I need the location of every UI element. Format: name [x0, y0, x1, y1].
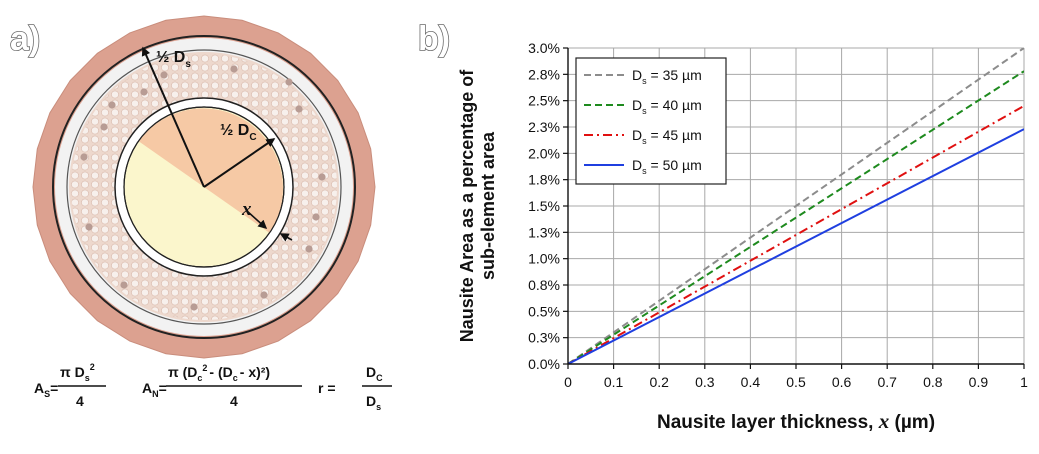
legend-box	[575, 57, 727, 185]
core-half	[138, 108, 284, 233]
thickness-arrow-2	[279, 233, 293, 242]
x-tick-label-4: 0.4	[741, 374, 761, 390]
y-tick-label-1: 0.3%	[528, 330, 560, 346]
x-tick-label-2: 0.2	[649, 374, 669, 390]
x-tick-label-5: 0.5	[786, 374, 806, 390]
dark-filament-2	[230, 65, 238, 73]
legend-label-0: Ds = 35 µm	[632, 67, 702, 86]
x-tick-label-7: 0.7	[877, 374, 897, 390]
sheath-inner-ring	[66, 49, 342, 325]
y-tick-label-4: 1.0%	[528, 251, 560, 267]
formula-as: AS= π Ds2 4	[34, 362, 106, 409]
series-line-1	[568, 70, 1024, 364]
core-outline	[123, 106, 285, 268]
formula-r: r = DC Ds	[318, 364, 392, 412]
x-tick-label-1: 0.1	[604, 374, 624, 390]
panel-b: b) 0 0.1 0.2 0.3 0.4 0.5 0.6 0.7 0.8 0.9 1 0.0% 0.3…	[417, 19, 1028, 433]
y-tick-label-8: 2.0%	[528, 145, 560, 161]
svg-text:DC: DC	[366, 364, 383, 383]
series-lines	[568, 48, 1024, 364]
x-tick-labels: 0 0.1 0.2 0.3 0.4 0.5 0.6 0.7 0.8 0.9 1	[564, 364, 1028, 390]
x-tick-label-8: 0.8	[923, 374, 943, 390]
radius-label-s: ½ Ds	[156, 49, 191, 70]
y-axis-title-line2: sub-element area	[478, 131, 498, 280]
svg-text:4: 4	[230, 393, 238, 409]
radius-label-c: ½ DC	[220, 122, 257, 143]
series-line-3	[568, 128, 1024, 364]
svg-text:π Ds2: π Ds2	[60, 362, 95, 383]
y-tick-label-11: 2.8%	[528, 66, 560, 82]
dark-filament-3	[295, 105, 303, 113]
dark-filament-0	[108, 101, 116, 109]
cross-section: ½ Ds ½ DC x	[32, 15, 376, 359]
radius-arrow-s	[141, 46, 205, 188]
thickness-label: x	[241, 199, 252, 220]
dark-filament-6	[260, 291, 268, 299]
dark-filament-14	[312, 213, 320, 221]
outer-barrier-ring	[52, 35, 356, 339]
thickness-arrow-1	[246, 210, 268, 230]
x-tick-label-3: 0.3	[695, 374, 715, 390]
y-tick-label-2: 0.5%	[528, 303, 560, 319]
panel-b-label: b)	[418, 20, 450, 58]
y-tick-label-3: 0.8%	[528, 277, 560, 293]
dark-filament-1	[160, 71, 168, 79]
y-axis-title-line1: Nausite Area as a percentage of	[457, 69, 477, 342]
formula-an: AN= π (Dc2- (Dc - x)²) 4	[142, 363, 302, 409]
y-tick-label-10: 2.5%	[528, 93, 560, 109]
dark-filament-9	[85, 223, 93, 231]
radius-arrow-c	[203, 138, 276, 188]
y-tick-label-5: 1.3%	[528, 224, 560, 240]
dark-filament-7	[190, 303, 198, 311]
x-tick-label-6: 0.6	[832, 374, 852, 390]
y-tick-label-9: 2.3%	[528, 119, 560, 135]
x-tick-label-10: 1	[1020, 374, 1028, 390]
y-tick-label-6: 1.5%	[528, 198, 560, 214]
legend-label-2: Ds = 45 µm	[632, 127, 702, 146]
x-tick-label-0: 0	[564, 374, 572, 390]
x-tick-label-9: 0.9	[969, 374, 989, 390]
dark-filament-13	[100, 123, 108, 131]
chart: 0 0.1 0.2 0.3 0.4 0.5 0.6 0.7 0.8 0.9 1 0.0%0.3%0.…	[457, 40, 1028, 433]
dark-filament-11	[140, 88, 148, 96]
dark-filament-5	[305, 245, 313, 253]
dark-filament-8	[120, 281, 128, 289]
dark-filaments	[80, 65, 326, 311]
series-line-0	[568, 48, 1024, 364]
svg-text:AS=: AS=	[34, 380, 58, 399]
y-tick-label-12: 3.0%	[528, 40, 560, 56]
dark-filament-10	[80, 153, 88, 161]
svg-text:Ds: Ds	[366, 393, 381, 412]
dark-filament-4	[318, 173, 326, 181]
panel-a: a) ½ Ds ½ DC x AS= π Ds2 4	[9, 15, 392, 412]
svg-text:AN=: AN=	[142, 380, 167, 399]
svg-text:π (Dc2- (Dc- x)²): π (Dc2- (Dc - x)²)	[168, 363, 270, 383]
y-tick-labels: 0.0% 0.3% 0.5% 0.8% 1.0% 1.3% 1.5% 1.8% 2.0% 2.3%…	[528, 40, 568, 372]
dark-filament-12	[285, 78, 293, 86]
legend: Ds = 35 µm Ds = 40 µm Ds = 45 µm Ds = 50 µm	[575, 57, 727, 185]
legend-label-1: Ds = 40 µm	[632, 97, 702, 116]
svg-text:4: 4	[76, 393, 84, 409]
series-line-2	[568, 105, 1024, 364]
y-tick-label-7: 1.8%	[528, 172, 560, 188]
x-axis-title: Nausite layer thickness, x (µm)	[657, 409, 935, 433]
legend-label-3: Ds = 50 µm	[632, 157, 702, 176]
y-tick-label-0: 0.0%	[528, 356, 560, 372]
panel-a-label: a)	[10, 20, 40, 58]
svg-text:r =: r =	[318, 380, 336, 396]
